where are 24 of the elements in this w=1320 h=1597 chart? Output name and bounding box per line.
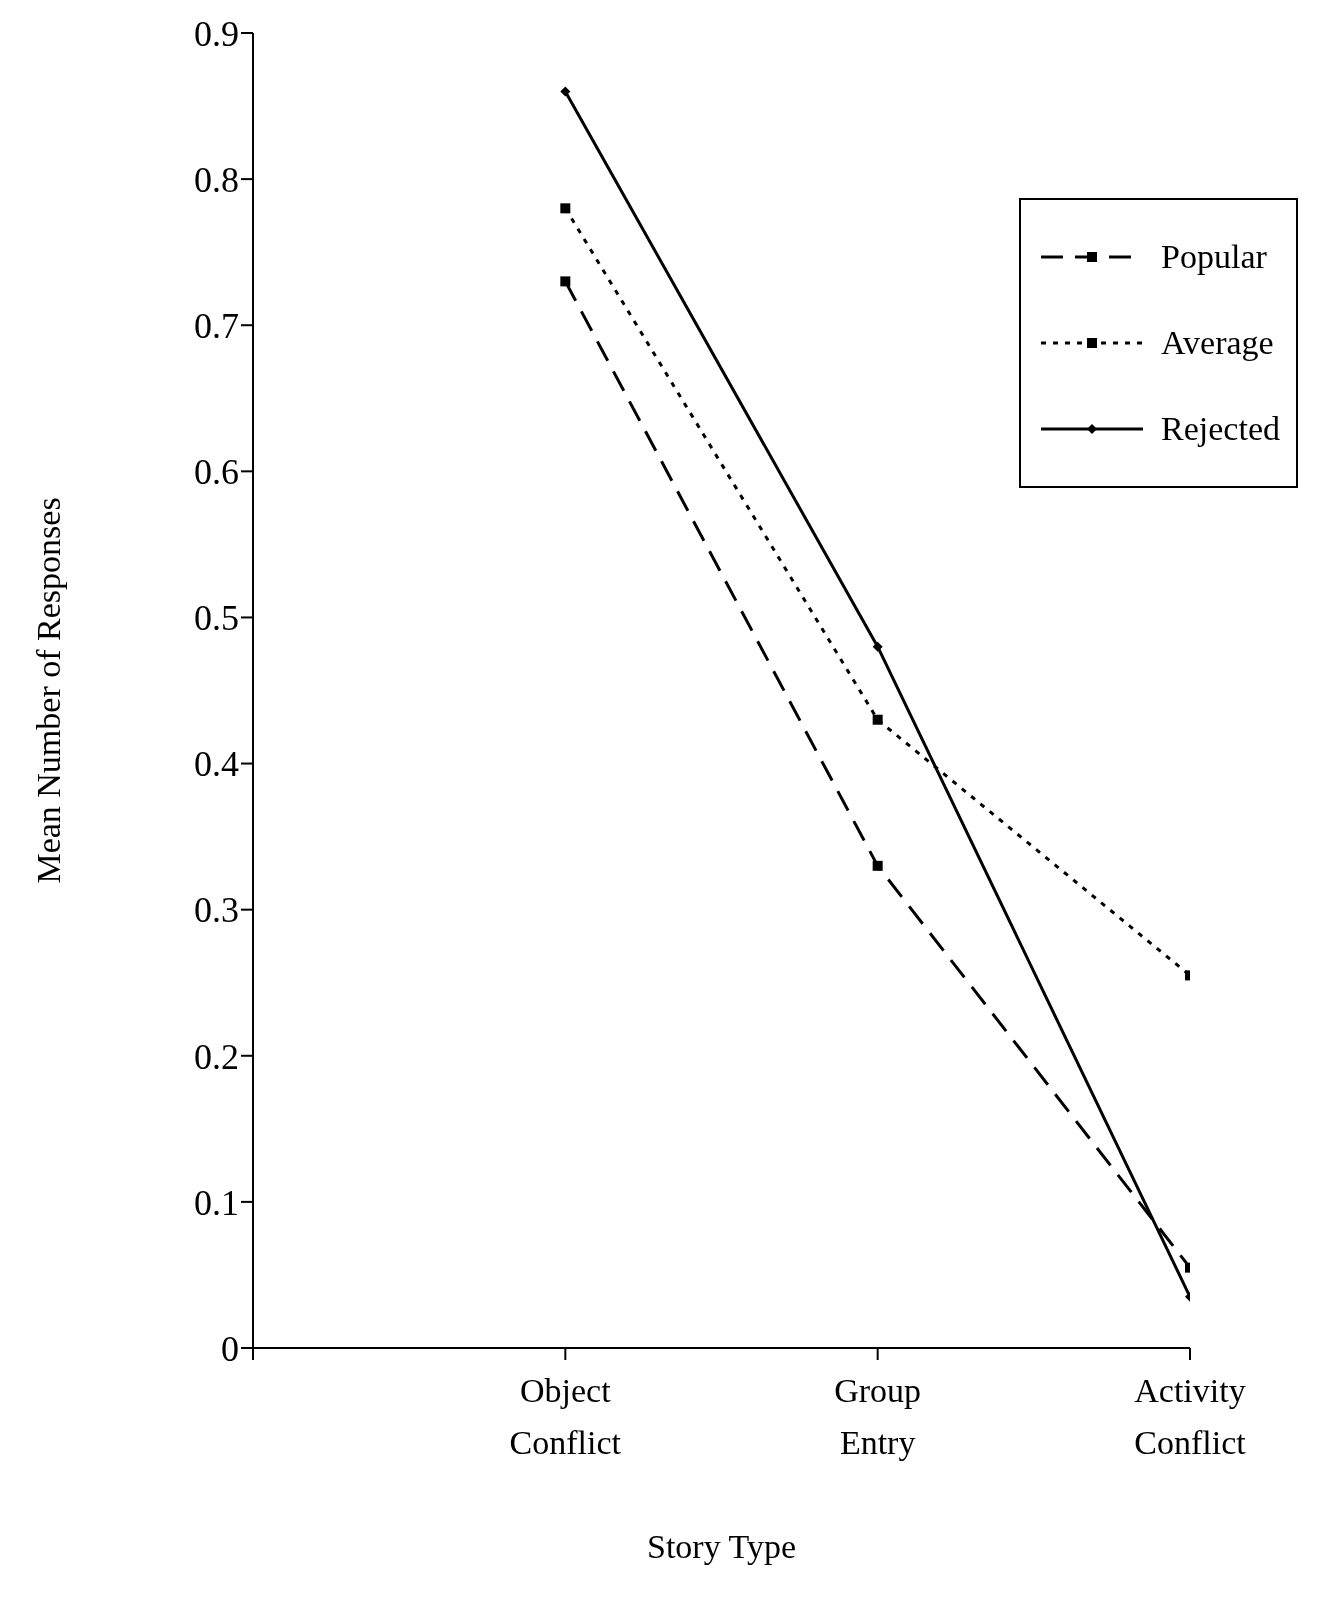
legend-label: Average [1161,324,1274,362]
y-tick-label: 0.5 [194,598,239,639]
y-axis-title: Mean Number of Responses [30,497,68,884]
x-tick-label: Object Conflict [509,1372,622,1461]
point [560,203,571,214]
y-tick-label: 0.1 [194,1182,239,1223]
y-tick-label: 0 [221,1328,239,1369]
point [560,276,571,287]
legend-label: Popular [1161,238,1267,276]
point [872,641,883,652]
x-axis-title: Story Type [646,1528,797,1565]
y-tick-label: 0.8 [194,159,239,200]
y-tick-label: 0.4 [194,744,239,785]
y-tick-label: 0.9 [194,13,239,54]
y-tick-label: 0.2 [194,1036,239,1077]
point [560,86,571,97]
y-tick-label: 0.6 [194,452,239,493]
y-tick-label: 0.3 [194,890,239,931]
point [872,860,883,871]
legend-label: Rejected [1161,410,1280,448]
y-tick-label: 0.7 [194,306,239,346]
point [872,714,883,725]
x-tick-label: Group Entry [834,1372,922,1461]
x-tick-label: Activity Conflict [1134,1372,1247,1461]
